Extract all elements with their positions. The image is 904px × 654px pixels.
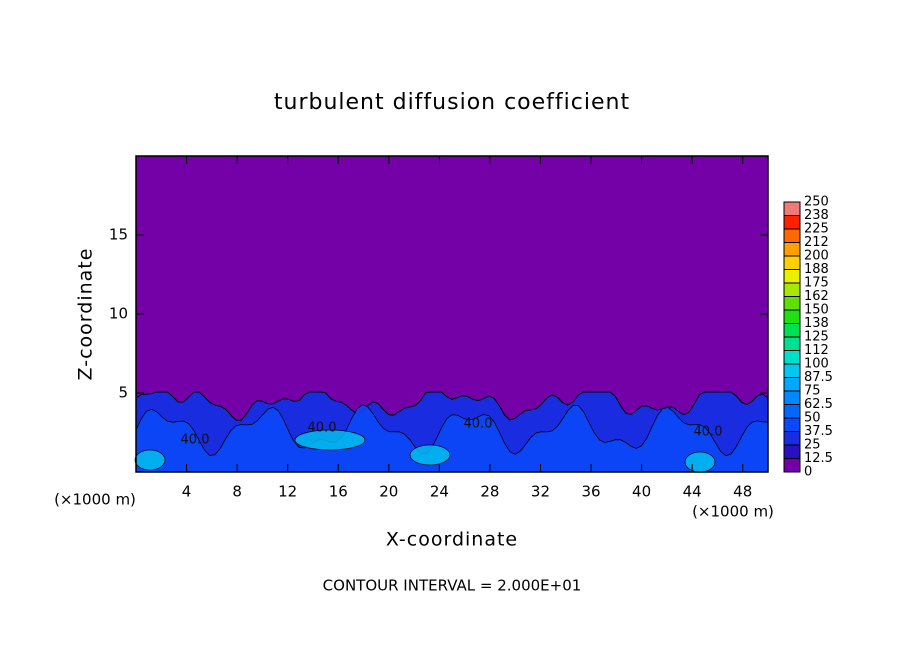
x-tick-label: 16 [329,483,348,501]
y-axis-label: Z-coordinate [75,248,97,381]
y-tick-label: 10 [109,305,128,323]
x-tick-label: 4 [182,483,192,501]
x-tick-label: 24 [430,483,449,501]
colorbar-band [784,431,800,445]
x-tick-label: 32 [531,483,550,501]
turbulent-swirl [134,449,166,471]
x-tick-label: 48 [733,483,752,501]
x-tick-label: 44 [683,483,702,501]
colorbar-label: 100 [804,357,829,372]
colorbar-band [784,404,800,418]
colorbar-label: 212 [804,235,829,250]
turbulent-swirl [409,444,451,466]
colorbar-band [784,323,800,337]
colorbar-label: 225 [804,222,829,237]
colorbar-label: 87.5 [804,370,833,385]
colorbar-label: 50 [804,411,821,426]
colorbar-label: 0 [804,465,812,480]
colorbar-label: 75 [804,384,821,399]
footer-note: CONTOUR INTERVAL = 2.000E+01 [323,577,582,595]
x-axis-label: X-coordinate [386,529,518,551]
colorbar-band [784,350,800,364]
chart-title: turbulent diffusion coefficient [274,90,630,115]
colorbar-label: 200 [804,249,829,264]
colorbar-label: 188 [804,262,829,277]
contour-label: 40.0 [308,421,337,436]
x-tick-label: 40 [632,483,651,501]
colorbar-band [784,229,800,243]
colorbar-band [784,391,800,405]
colorbar-label: 162 [804,289,829,304]
colorbar-band [784,269,800,283]
colorbar-label: 238 [804,208,829,223]
x-unit-label: (×1000 m) [692,503,774,521]
x-tick-label: 28 [480,483,499,501]
x-tick-label: 20 [379,483,398,501]
colorbar-label: 125 [804,330,829,345]
colorbar-band [784,364,800,378]
colorbar-label: 25 [804,438,821,453]
colorbar-label: 62.5 [804,397,833,412]
colorbar-band [784,445,800,459]
colorbar-label: 12.5 [804,451,833,466]
contour-label: 40.0 [181,433,210,448]
colorbar-band [784,296,800,310]
colorbar-band [784,310,800,324]
x-unit-label: (×1000 m) [54,491,136,509]
colorbar-band [784,202,800,216]
contour-label: 40.0 [464,417,493,432]
turbulent-swirl [684,451,716,473]
y-tick-label: 5 [118,384,128,402]
colorbar-label: 175 [804,276,829,291]
x-tick-label: 36 [581,483,600,501]
colorbar-band [784,215,800,229]
colorbar-label: 112 [804,343,829,358]
colorbar-band [784,242,800,256]
colorbar-band [784,283,800,297]
turbulent-core [135,404,769,473]
colorbar-band [784,377,800,391]
contour-label: 40.0 [694,425,723,440]
turbulent-swirl [294,429,366,451]
y-tick-label: 15 [109,226,128,244]
colorbar-label: 37.5 [804,424,833,439]
x-tick-label: 8 [232,483,242,501]
colorbar-band [784,458,800,472]
colorbar-label: 150 [804,303,829,318]
x-tick-label: 12 [278,483,297,501]
colorbar-band [784,256,800,270]
colorbar-label: 250 [804,195,829,210]
colorbar-band [784,418,800,432]
colorbar-band [784,337,800,351]
colorbar-label: 138 [804,316,829,331]
